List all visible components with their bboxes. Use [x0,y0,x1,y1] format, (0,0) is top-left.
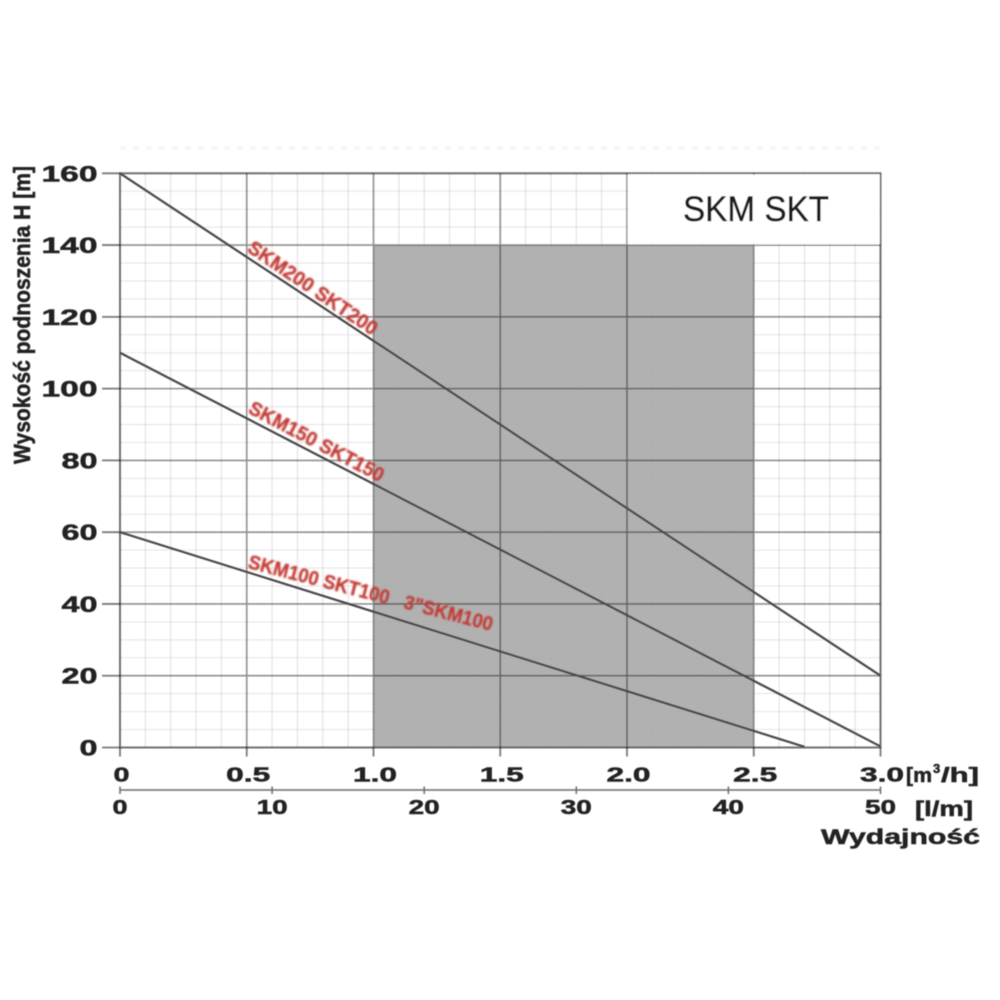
svg-text:2.5: 2.5 [733,765,777,787]
svg-text:0: 0 [114,765,130,787]
svg-text:40: 40 [713,797,744,819]
svg-text:0: 0 [80,736,98,761]
svg-text:0.5: 0.5 [226,765,270,787]
svg-text:[l/m]: [l/m] [915,798,973,821]
svg-text:50: 50 [865,797,896,819]
svg-text:10: 10 [257,797,288,819]
svg-text:2.0: 2.0 [607,765,651,787]
svg-text:140: 140 [42,233,98,258]
svg-text:1.0: 1.0 [353,765,397,787]
svg-text:0: 0 [113,797,128,819]
svg-text:80: 80 [62,448,98,473]
svg-text:60: 60 [62,520,98,545]
svg-text:3: 3 [933,761,940,776]
svg-text:100: 100 [42,377,98,402]
svg-text:30: 30 [561,797,592,819]
svg-text:120: 120 [42,305,98,330]
svg-text:20: 20 [62,664,98,689]
svg-text:Wydajność: Wydajność [821,826,980,849]
svg-text:20: 20 [409,797,440,819]
svg-text:Wysokość podnoszenia H [m]: Wysokość podnoszenia H [m] [9,166,35,464]
svg-text:3.0: 3.0 [860,765,904,787]
svg-text:/h]: /h] [941,765,979,787]
svg-text:40: 40 [62,592,98,617]
svg-text:SKM SKT: SKM SKT [683,190,829,229]
svg-text:[m: [m [906,765,932,787]
svg-text:1.5: 1.5 [480,765,524,787]
svg-text:160: 160 [42,161,98,186]
